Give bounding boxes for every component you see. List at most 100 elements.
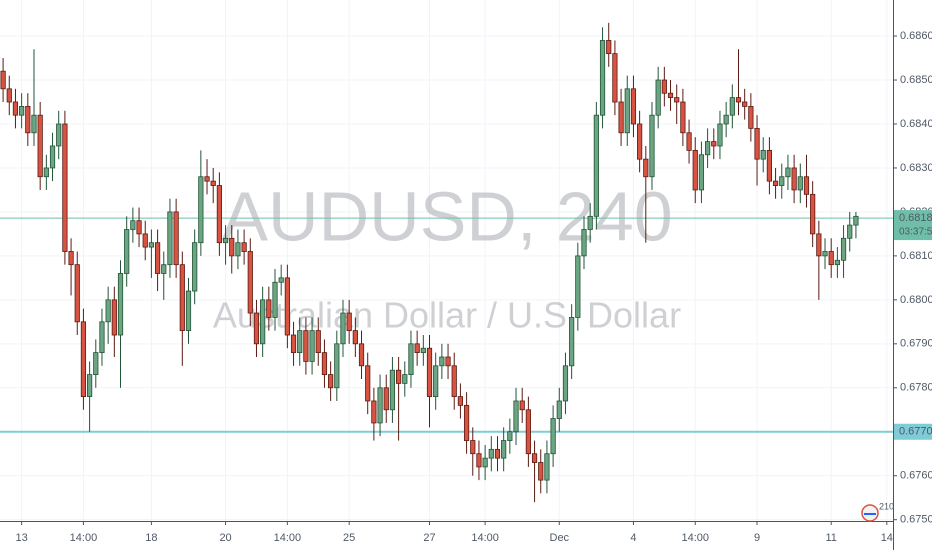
candle-body	[772, 180, 779, 186]
candle-body	[513, 400, 519, 433]
candle-body	[93, 352, 99, 375]
x-tick-label: 18	[145, 532, 157, 544]
candle-body	[445, 356, 451, 367]
candle-body	[272, 281, 278, 318]
candle-body	[562, 365, 569, 402]
price-label-box	[894, 210, 932, 241]
candle-body	[148, 242, 155, 248]
candle-body	[235, 242, 241, 257]
candle-body	[315, 330, 321, 354]
candle-body	[569, 317, 575, 367]
candle-body	[105, 299, 111, 323]
candle-body	[661, 79, 667, 94]
candle-body	[266, 299, 272, 318]
x-tick-label: 14	[881, 532, 893, 544]
candle-body	[229, 237, 235, 257]
x-tick-label: 11	[825, 532, 836, 544]
candle-body	[519, 400, 525, 411]
candle-body	[754, 127, 760, 160]
candle-body	[247, 251, 253, 314]
candle-body	[463, 404, 470, 441]
candle-body	[834, 259, 840, 266]
candle-body	[31, 114, 37, 134]
x-tick-label: 9	[754, 532, 760, 544]
candle-body	[624, 88, 630, 134]
candle-body	[87, 374, 93, 397]
candle-body	[192, 242, 198, 292]
candle-body	[649, 114, 655, 178]
candle-body	[470, 440, 476, 455]
candle-body	[420, 347, 426, 354]
candle-body	[408, 343, 414, 375]
badge[interactable]: 210	[861, 501, 894, 522]
candle-body	[698, 154, 705, 191]
candle-body	[99, 321, 105, 354]
candle-body	[253, 312, 260, 345]
candle-body	[494, 448, 501, 459]
candle-body	[377, 387, 383, 424]
candle-body	[550, 418, 556, 455]
candle-body	[6, 88, 12, 103]
candle-body	[210, 180, 216, 186]
candle-body	[581, 229, 587, 257]
candle-body	[667, 92, 674, 99]
candle-body	[587, 215, 593, 230]
candle-body	[717, 123, 723, 147]
x-tick-label: 27	[423, 532, 435, 544]
candle-body	[439, 356, 445, 367]
candle-body	[816, 233, 822, 257]
candle-body	[124, 229, 130, 274]
candle-body	[723, 114, 729, 125]
candle-body	[810, 193, 816, 235]
candle-body	[56, 123, 62, 147]
candle-body	[371, 400, 377, 424]
x-tick-label: 13	[16, 532, 28, 544]
candle-body	[791, 167, 797, 191]
candle-body	[488, 448, 494, 459]
candle-body	[358, 343, 365, 367]
x-tick-label: 4	[630, 532, 636, 544]
candle-body	[346, 312, 352, 332]
x-tick-label: 14:00	[681, 532, 709, 544]
candle-body	[74, 264, 80, 323]
candle-body	[328, 374, 334, 389]
candle-body	[680, 101, 686, 134]
candle-body	[185, 290, 192, 332]
candle-body	[414, 343, 420, 354]
candle-body	[260, 299, 266, 345]
badge-count: 210	[879, 501, 894, 511]
candle-body	[840, 237, 847, 261]
candle-body	[612, 53, 618, 103]
candle-body	[154, 242, 161, 274]
candle-body	[797, 176, 803, 191]
candle-body	[136, 220, 142, 235]
candle-body	[544, 453, 550, 481]
candles	[0, 22, 859, 503]
candle-body	[179, 264, 185, 332]
price-countdown: 03:37:55	[899, 227, 932, 238]
candle-body	[334, 343, 340, 389]
candle-body	[507, 431, 513, 441]
candle-body	[161, 264, 167, 274]
candle-body	[785, 167, 791, 178]
candle-body	[19, 105, 25, 116]
candle-body	[389, 369, 396, 411]
candle-body	[321, 352, 328, 375]
candle-body	[12, 101, 19, 116]
candle-body	[531, 453, 538, 463]
x-tick-label: Dec	[550, 532, 570, 544]
candle-body	[111, 299, 117, 336]
candle-body	[643, 158, 649, 178]
level-label-box	[894, 423, 932, 440]
candle-body	[117, 273, 124, 336]
candle-body	[352, 330, 358, 345]
candle-body	[599, 40, 606, 116]
x-tick-label: 25	[343, 532, 355, 544]
candle-body	[705, 141, 711, 156]
price-lines	[0, 217, 893, 433]
